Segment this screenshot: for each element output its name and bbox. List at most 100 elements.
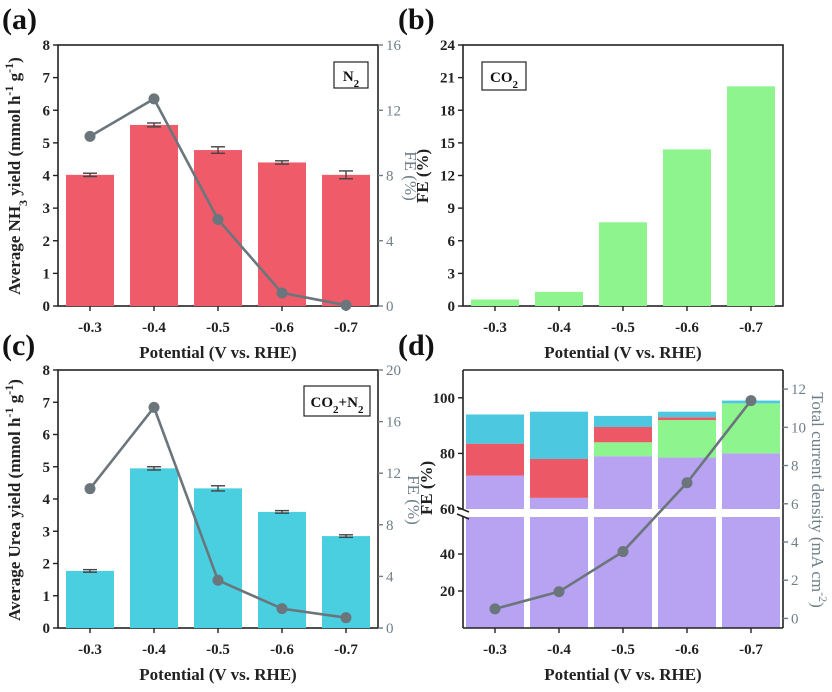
y-tick-label: 20	[440, 584, 455, 600]
x-tick-label: -0.3	[483, 642, 507, 658]
y-tick-label: 60	[440, 502, 455, 518]
fe-point	[617, 546, 629, 558]
x-tick-label: -0.4	[142, 320, 166, 336]
nh3-bar	[130, 124, 178, 307]
y-tick-label: 15	[440, 136, 455, 152]
x-tick-label: -0.4	[547, 642, 571, 658]
y-axis-title: Average NH3 yield (mmol h-1 g-1)	[2, 57, 30, 295]
y-tick-label: 6	[43, 103, 51, 119]
y2-tick-label: 8	[791, 459, 799, 475]
fe-point	[212, 574, 224, 586]
co2-fe-bar	[535, 291, 583, 306]
x-tick-label: -0.5	[206, 320, 230, 336]
legend-label: CO2	[490, 70, 519, 91]
y2-tick-label: 12	[386, 466, 401, 482]
x-tick-label: -0.7	[739, 642, 763, 658]
fe-point	[212, 214, 224, 226]
y-tick-label: 4	[43, 492, 51, 508]
panel-label-d: (d)	[398, 329, 435, 362]
y-tick-label: 100	[433, 391, 456, 407]
y2-tick-label: 10	[791, 420, 806, 436]
y-axis-title: FE (%)	[413, 149, 432, 203]
co2-fe-bar	[727, 86, 775, 306]
y2-tick-label: 6	[791, 497, 799, 513]
nh3-bar	[322, 174, 370, 306]
x-tick-label: -0.6	[270, 642, 294, 658]
y2-tick-label: 12	[386, 103, 401, 119]
y-tick-label: 1	[43, 589, 51, 605]
y2-tick-label: 4	[386, 569, 394, 585]
y2-tick-label: 2	[791, 573, 799, 589]
y2-tick-label: 0	[386, 621, 394, 637]
fe-point	[84, 130, 96, 142]
stack-segment-green	[722, 403, 780, 454]
x-tick-label: -0.5	[206, 642, 230, 658]
legend-label: CO2+N2	[311, 395, 364, 416]
fe-point	[553, 586, 565, 598]
x-tick-label: -0.6	[675, 642, 699, 658]
panel-label-b: (b)	[398, 3, 435, 36]
x-tick-label: -0.5	[611, 320, 635, 336]
y2-tick-label: 4	[386, 234, 394, 250]
x-axis-title: Potential (V vs. RHE)	[139, 343, 296, 362]
stack-segment-red	[594, 426, 652, 443]
stack-segment-green	[594, 442, 652, 457]
nh3-bar	[194, 150, 242, 306]
fe-point	[489, 603, 501, 615]
axis-break-gap	[457, 509, 789, 517]
stack-segment-cyan	[530, 411, 588, 459]
y2-tick-label: 4	[791, 535, 799, 551]
fe-point	[745, 395, 757, 407]
y-tick-label: 24	[440, 38, 456, 54]
y-axis-title: Average Urea yield (mmol h-1 g-1)	[2, 379, 24, 621]
x-tick-label: -0.4	[547, 320, 571, 336]
x-axis-title: Potential (V vs. RHE)	[544, 665, 701, 684]
legend-box	[303, 385, 371, 417]
y2-axis-title: FE (%)	[401, 151, 420, 201]
fe-point	[276, 603, 288, 615]
panel-label-a: (a)	[2, 3, 37, 36]
legend-box	[333, 61, 369, 89]
stack-segment-cyan	[466, 414, 524, 444]
legend-box	[481, 61, 527, 91]
axis-break-mark	[456, 513, 470, 520]
fe-point	[340, 612, 352, 624]
stack-segment-cyan	[594, 415, 652, 427]
x-tick-label: -0.7	[334, 642, 358, 658]
y2-tick-label: 16	[386, 415, 402, 431]
y-tick-label: 18	[440, 103, 455, 119]
stack-segment-purple	[530, 497, 588, 628]
y2-tick-label: 0	[791, 611, 799, 627]
y-tick-label: 0	[43, 299, 51, 315]
y-tick-label: 5	[43, 460, 51, 476]
y-tick-label: 7	[43, 395, 51, 411]
urea-bar	[66, 570, 114, 628]
fe-point	[681, 477, 693, 489]
y-tick-label: 1	[43, 266, 51, 282]
y-tick-label: 12	[440, 169, 455, 185]
x-axis-title: Potential (V vs. RHE)	[544, 343, 701, 362]
co2-fe-bar	[599, 222, 647, 306]
stack-segment-red	[466, 443, 524, 476]
y-tick-label: 21	[440, 71, 455, 87]
fe-point	[148, 401, 160, 413]
y-tick-label: 6	[448, 234, 456, 250]
y-tick-label: 3	[43, 201, 51, 217]
y-tick-label: 6	[43, 428, 51, 444]
y2-tick-label: 20	[386, 363, 401, 379]
y-tick-label: 0	[43, 621, 51, 637]
nh3-bar	[66, 174, 114, 306]
y2-tick-label: 16	[386, 38, 402, 54]
co2-fe-bar	[663, 149, 711, 306]
y-tick-label: 2	[43, 557, 51, 573]
fe-point	[276, 287, 288, 299]
y2-tick-label: 0	[386, 299, 394, 315]
fe-point	[340, 299, 352, 311]
fe-point	[84, 483, 96, 495]
fe-point	[148, 93, 160, 105]
x-tick-label: -0.6	[270, 320, 294, 336]
panel-label-c: (c)	[2, 329, 35, 362]
nh3-bar	[258, 162, 306, 306]
y-tick-label: 2	[43, 234, 51, 250]
y2-axis-title: Total current density (mA cm-2)	[808, 392, 830, 608]
